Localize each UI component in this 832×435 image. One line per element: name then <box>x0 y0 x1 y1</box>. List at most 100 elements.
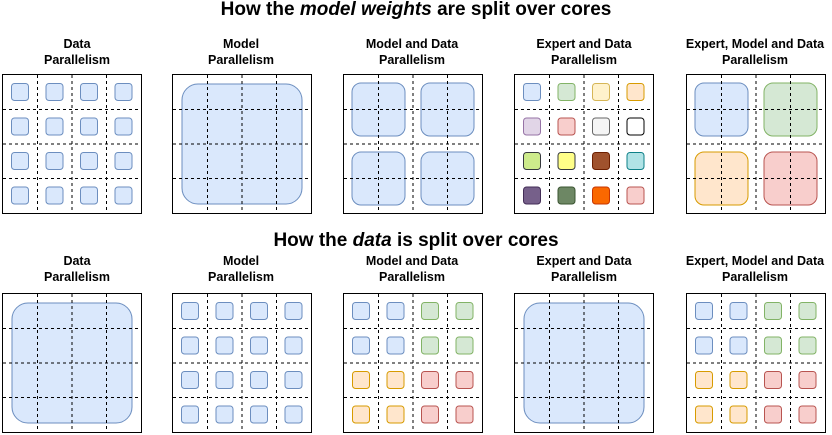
core-box-blue <box>114 83 133 101</box>
core-box-orange <box>695 405 713 424</box>
core-box-blue <box>114 152 133 170</box>
core-box-blue <box>695 302 713 320</box>
core-box-green <box>764 336 782 355</box>
core-box-blue <box>352 336 370 355</box>
core-box-blue <box>80 186 98 205</box>
core-box-blue <box>284 336 303 355</box>
data-heading: How the data is split over cores <box>0 231 832 251</box>
top-panel-model-data-parallelism <box>343 74 483 214</box>
core-box-blue <box>80 83 98 101</box>
core-box-blue <box>45 186 64 205</box>
core-box-blue <box>181 371 199 389</box>
core-box-green_dark <box>557 186 576 205</box>
bottom-label-1: Model Parallelism <box>207 254 274 284</box>
bottom-label-3: Expert and Data Parallelism <box>536 254 632 284</box>
core-box-blue <box>114 117 133 136</box>
core-box-blue <box>11 186 29 205</box>
core-box-yellow <box>557 152 576 170</box>
core-box-blue <box>250 405 268 424</box>
core-box-blue <box>80 117 98 136</box>
core-box-orange <box>626 83 645 101</box>
top-label-4: Expert, Model and Data Parallelism <box>685 37 825 67</box>
top-label-0: Data Parallelism <box>43 37 110 67</box>
core-box-blue <box>181 405 199 424</box>
core-box-blue <box>250 371 268 389</box>
bottom-label-0: Data Parallelism <box>43 254 110 284</box>
core-box-blue <box>695 336 713 355</box>
core-box-orange_bright <box>592 186 610 205</box>
core-box-brown <box>592 152 610 170</box>
top-panel-data-parallelism <box>2 74 142 214</box>
core-box-blue <box>80 152 98 170</box>
core-box-white <box>626 117 645 136</box>
core-box-blue <box>215 302 234 320</box>
heading-suffix: are split over cores <box>431 0 612 20</box>
core-box-grey <box>592 117 610 136</box>
top-label-1: Model Parallelism <box>207 37 274 67</box>
top-label-2: Model and Data Parallelism <box>365 37 459 67</box>
bottom-label-4: Expert, Model and Data Parallelism <box>685 254 825 284</box>
core-box-red <box>798 405 817 424</box>
weights-heading: How the model weights are split over cor… <box>0 0 832 20</box>
core-box-green <box>455 336 474 355</box>
core-box-red <box>557 117 576 136</box>
core-box-cyan <box>626 152 645 170</box>
core-box-blue <box>250 336 268 355</box>
bottom-label-2: Model and Data Parallelism <box>365 254 459 284</box>
core-box-pink <box>626 186 645 205</box>
core-box-green <box>421 336 439 355</box>
core-box-blue <box>114 186 133 205</box>
core-box-green <box>557 83 576 101</box>
core-box-orange <box>352 405 370 424</box>
core-box-blue <box>729 336 748 355</box>
core-box-green <box>455 302 474 320</box>
core-box-blue <box>11 83 29 101</box>
core-box-blue <box>250 302 268 320</box>
core-box-red <box>421 405 439 424</box>
heading-prefix: How the <box>273 230 353 251</box>
top-panel-expert-data-parallelism <box>514 74 654 214</box>
core-box-green <box>798 302 817 320</box>
core-box-blue <box>45 152 64 170</box>
core-box-blue <box>351 82 406 137</box>
core-box-red <box>764 405 782 424</box>
heading-emphasis: model weights <box>299 0 432 20</box>
bottom-panel-model-data-parallelism <box>343 293 483 433</box>
core-box-orange <box>386 371 405 389</box>
core-box-blue <box>386 336 405 355</box>
core-box-orange <box>386 405 405 424</box>
core-box-green <box>421 302 439 320</box>
core-box-red <box>798 371 817 389</box>
core-box-blue <box>215 371 234 389</box>
bottom-panel-model-parallelism <box>172 293 312 433</box>
core-box-red <box>764 371 782 389</box>
core-box-blue <box>694 82 749 137</box>
core-box-blue <box>284 405 303 424</box>
top-panel-model-parallelism <box>172 74 312 214</box>
core-box-red <box>455 405 474 424</box>
core-box-blue <box>181 302 199 320</box>
core-box-purple_dark <box>523 186 541 205</box>
core-box-blue <box>729 302 748 320</box>
core-box-orange <box>729 371 748 389</box>
core-box-blue <box>215 336 234 355</box>
bottom-panel-data-parallelism <box>2 293 142 433</box>
core-box-blue <box>523 83 541 101</box>
core-box-red <box>421 371 439 389</box>
core-box-blue <box>215 405 234 424</box>
core-box-purple_light <box>523 117 541 136</box>
top-panel-expert-model-data-parallelism <box>686 74 826 214</box>
top-label-3: Expert and Data Parallelism <box>536 37 632 67</box>
core-box-lime <box>523 152 541 170</box>
core-box-blue <box>386 302 405 320</box>
bottom-panel-expert-data-parallelism <box>514 293 654 433</box>
core-box-red <box>455 371 474 389</box>
core-box-blue <box>284 302 303 320</box>
core-box-blue <box>181 336 199 355</box>
bottom-panel-expert-model-data-parallelism <box>686 293 826 433</box>
heading-prefix: How the <box>220 0 300 20</box>
core-box-green <box>764 302 782 320</box>
core-box-orange <box>729 405 748 424</box>
core-box-orange <box>695 371 713 389</box>
core-box-yellow_light <box>592 83 610 101</box>
